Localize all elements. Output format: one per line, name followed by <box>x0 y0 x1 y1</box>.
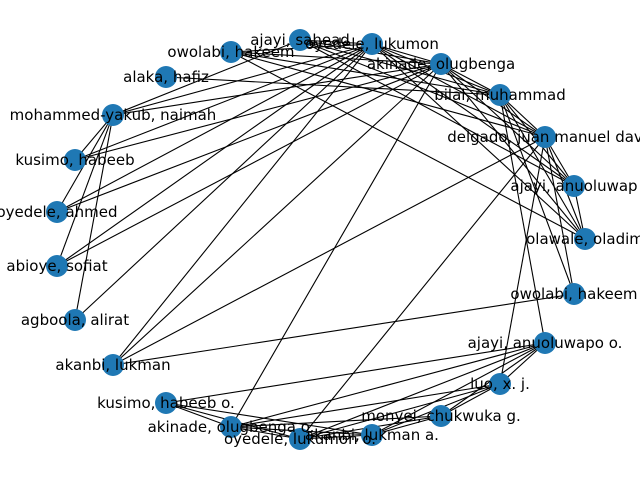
graph-node <box>46 201 68 223</box>
node-label: abioye, sofiat <box>6 257 107 275</box>
graph-edge <box>371 415 442 436</box>
graph-edge <box>440 383 501 417</box>
graph-edge <box>112 39 301 116</box>
node-label: mohammed-yakub, naimah <box>10 106 217 124</box>
graph-edge <box>499 136 546 385</box>
graph-node <box>155 66 177 88</box>
graph-node <box>489 84 511 106</box>
graph-edge <box>112 63 442 116</box>
graph-edge <box>440 63 501 96</box>
graph-node <box>220 416 242 438</box>
graph-edge <box>440 63 575 187</box>
graph-node <box>574 228 596 250</box>
node-label: agboola, alirat <box>21 311 129 329</box>
graph-node <box>534 332 556 354</box>
node-label: akanbi, lukman <box>55 356 170 374</box>
node-label: kusimo, habeeb <box>15 151 134 169</box>
graph-edge <box>112 63 442 366</box>
graph-edge <box>230 51 501 96</box>
graph-edge <box>499 94 546 344</box>
graph-edge <box>112 43 373 116</box>
graph-edge <box>56 43 373 213</box>
node-label: olawale, oladim <box>526 230 640 248</box>
node-label: kusimo, habeeb o. <box>97 394 235 412</box>
node-label: akanbi, lukman a. <box>305 426 439 444</box>
graph-edge <box>440 63 586 240</box>
graph-edge <box>74 43 373 161</box>
graph-node <box>430 53 452 75</box>
node-label: oyedele, ahmed <box>0 203 118 221</box>
graph-edge <box>499 94 575 295</box>
graph-edge <box>112 136 546 366</box>
graph-node <box>155 392 177 414</box>
node-label: ajayi, sahead <box>250 31 350 49</box>
graph-node <box>289 428 311 450</box>
graph-edge <box>299 39 501 96</box>
node-label: akinade, olugbenga <box>367 55 515 73</box>
graph-edge <box>56 43 373 267</box>
node-label: monyei, chukwuka g. <box>361 407 521 425</box>
graph-edge <box>74 63 442 161</box>
node-label: owolabi, hakeem <box>510 285 637 303</box>
graph-edge <box>230 415 442 428</box>
graph-edge <box>165 402 373 436</box>
node-label: akinade, olugbenga o. <box>148 418 315 436</box>
node-label: luo, x. j. <box>470 375 530 393</box>
graph-node <box>289 29 311 51</box>
graph-edge <box>56 63 442 213</box>
graph-node <box>361 33 383 55</box>
graph-node <box>563 175 585 197</box>
graph-edge <box>165 342 546 404</box>
graph-edge <box>230 426 301 440</box>
node-label: alaka, hafiz <box>123 68 209 86</box>
graph-edge <box>299 136 546 440</box>
graph-edge <box>544 136 575 295</box>
edge-layer <box>56 39 586 440</box>
graph-node <box>102 354 124 376</box>
node-label: owolabi, hakeem <box>167 43 294 61</box>
graph-edge <box>230 342 546 428</box>
graph-edge <box>74 114 114 321</box>
graph-node <box>563 283 585 305</box>
graph-edge <box>299 434 373 440</box>
graph-edge <box>112 43 373 366</box>
node-label: oyedele, lukumon <box>305 35 439 53</box>
graph-node <box>46 255 68 277</box>
graph-edge <box>112 293 575 366</box>
graph-edge <box>56 63 442 267</box>
graph-edge <box>299 39 373 45</box>
graph-edge <box>230 63 442 428</box>
graph-edge <box>371 43 442 65</box>
graph-edge <box>165 76 501 96</box>
graph-edge <box>371 342 546 436</box>
graph-node <box>64 149 86 171</box>
node-layer <box>46 29 596 450</box>
graph-node <box>220 41 242 63</box>
graph-node <box>361 424 383 446</box>
node-label: delgado, juan manuel dav <box>447 128 640 146</box>
node-label: oyedele, lukumon o. <box>224 430 376 448</box>
graph-edge <box>299 383 501 440</box>
graph-node <box>64 309 86 331</box>
node-label: bilal, muhammad <box>434 86 566 104</box>
graph-edge <box>74 43 373 321</box>
graph-node <box>489 373 511 395</box>
graph-edge <box>165 402 232 428</box>
graph-edge <box>299 342 546 440</box>
graph-node <box>430 405 452 427</box>
node-label: ajayi, anuoluwapo o. <box>468 334 623 352</box>
graph-edge <box>230 51 546 138</box>
graph-node <box>534 126 556 148</box>
graph-edge <box>299 39 575 187</box>
node-label: ajayi, anuoluwap <box>510 177 637 195</box>
graph-edge <box>56 114 114 267</box>
graph-node <box>102 104 124 126</box>
graph-edge <box>499 94 586 240</box>
